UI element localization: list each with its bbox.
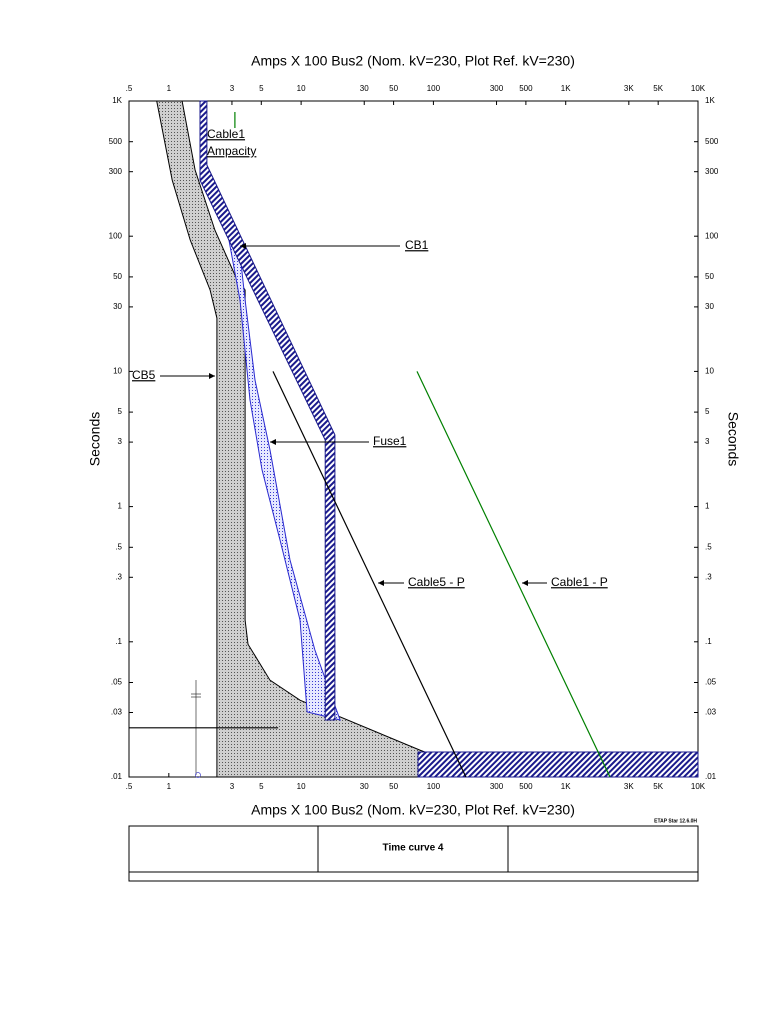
one-line-diagram [191,680,201,778]
y-axis-title: Seconds [725,412,741,466]
curve-label: CB5 [132,368,156,382]
x-tick-label: 5 [259,782,264,791]
x-tick-label: 1K [561,782,571,791]
y-tick-label: 300 [705,167,719,176]
y-tick-label: 1 [118,502,123,511]
y-tick-label: .1 [115,637,122,646]
footer: Time curve 4 ETAP Star 12.6.0H [128,818,699,882]
x-tick-label: 1 [167,782,172,791]
x-tick-label: 3 [230,782,235,791]
y-tick-label: 50 [705,272,714,281]
y-tick-label: 30 [705,302,714,311]
x-tick-label: 50 [389,84,398,93]
y-tick-label: .05 [705,678,717,687]
y-tick-label: .3 [705,572,712,581]
y-tick-label: 5 [118,407,123,416]
tcc-band [417,751,699,778]
x-tick-label: 3 [230,84,235,93]
curve-label: CB1 [405,238,429,252]
x-tick-label: 500 [519,782,533,791]
y-tick-label: .03 [705,708,717,717]
y-tick-label: 50 [113,272,122,281]
y-tick-label: .01 [705,772,717,781]
x-tick-label: 50 [389,782,398,791]
y-tick-label: .05 [111,678,123,687]
x-tick-label: 30 [360,782,369,791]
y-tick-label: 1K [705,96,715,105]
x-tick-label: 300 [490,782,504,791]
y-tick-label: 500 [109,137,123,146]
footer-title: Time curve 4 [383,843,444,854]
y-axis-title: Seconds [87,412,103,466]
x-tick-label: 500 [519,84,533,93]
footer-version: ETAP Star 12.6.0H [654,818,697,824]
x-tick-label: 10 [297,84,306,93]
x-tick-label: .5 [126,84,133,93]
x-tick-label: .5 [126,782,133,791]
x-tick-label: 30 [360,84,369,93]
y-tick-label: 100 [705,231,719,240]
x-axis-title: Amps X 100 Bus2 (Nom. kV=230, Plot Ref. … [251,53,575,69]
y-tick-label: .5 [115,542,122,551]
x-axis-title: Amps X 100 Bus2 (Nom. kV=230, Plot Ref. … [251,802,575,818]
tcc-band [199,100,336,721]
x-tick-label: 5K [653,84,663,93]
y-tick-label: .01 [111,772,123,781]
y-tick-label: 10 [113,367,122,376]
x-tick-label: 5 [259,84,264,93]
y-tick-label: 500 [705,137,719,146]
y-tick-label: .5 [705,542,712,551]
y-tick-label: .3 [115,572,122,581]
tcc-band [227,234,341,721]
x-tick-label: 10 [297,782,306,791]
y-tick-label: 30 [113,302,122,311]
x-tick-label: 10K [691,782,706,791]
y-tick-label: 300 [109,167,123,176]
curve-label: Cable5 - P [408,575,465,589]
x-tick-label: 300 [490,84,504,93]
y-tick-label: 10 [705,367,714,376]
y-tick-label: .03 [111,708,123,717]
tcc-band [156,100,491,778]
x-tick-label: 3K [624,84,634,93]
x-tick-label: 1K [561,84,571,93]
footer-frame [128,825,699,882]
curve-label: Cable1 [207,127,245,141]
y-tick-label: 100 [109,231,123,240]
y-tick-label: 1K [112,96,122,105]
curve-label: Fuse1 [373,434,407,448]
y-tick-label: 3 [118,437,123,446]
y-tick-label: 3 [705,437,710,446]
y-tick-label: 5 [705,407,710,416]
y-tick-label: 1 [705,502,710,511]
tcc-line [416,371,611,778]
x-tick-label: 100 [427,782,441,791]
x-tick-label: 10K [691,84,706,93]
y-tick-label: .1 [705,637,712,646]
tcc-line [272,371,467,778]
x-tick-label: 3K [624,782,634,791]
x-tick-label: 1 [167,84,172,93]
x-tick-label: 5K [653,782,663,791]
x-tick-label: 100 [427,84,441,93]
curve-label: Ampacity [207,144,256,158]
curve-label: Cable1 - P [551,575,608,589]
